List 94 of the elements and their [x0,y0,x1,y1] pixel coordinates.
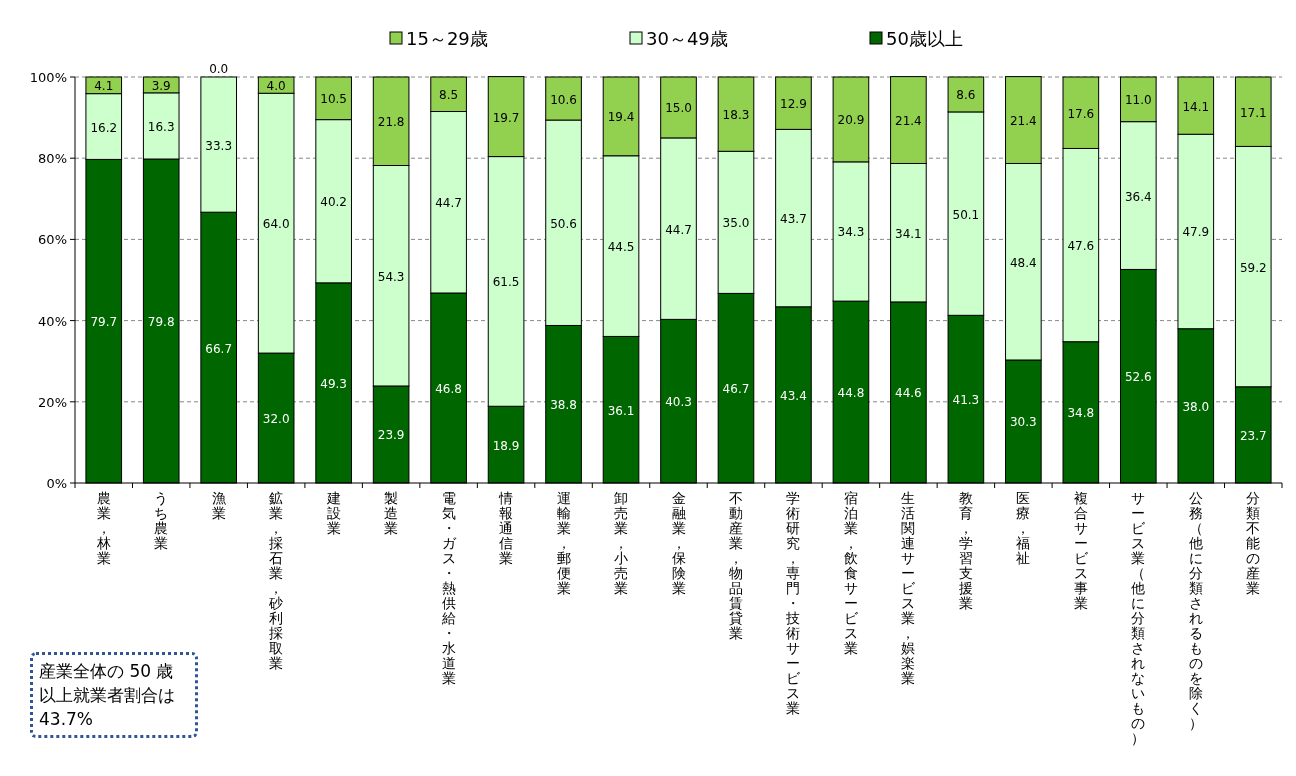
y-tick-label: 20% [38,394,67,410]
data-label: 18.9 [492,438,520,453]
data-label: 79.7 [90,315,118,330]
category-label: 不動産業，物品賃貸業 [728,490,743,641]
data-label: 47.6 [1067,239,1095,254]
data-label: 21.4 [895,114,922,129]
data-label: 40.3 [665,395,692,410]
legend-label: 30～49歳 [646,28,728,49]
data-label: 66.7 [205,341,233,356]
data-label: 16.3 [147,119,175,134]
data-label: 49.3 [320,376,347,391]
x-tick-label: 漁業 [211,490,226,521]
data-label: 11.0 [1124,93,1152,108]
data-label: 52.6 [1124,370,1152,385]
data-label: 15.0 [665,101,692,116]
y-tick-label: 0% [46,476,67,491]
data-label: 20.9 [837,113,865,128]
x-tick-label: 運輸業，郵便業 [556,490,571,596]
data-label: 36.4 [1124,189,1152,204]
x-tick-label: 医療，福祉 [1016,490,1031,566]
data-label: 61.5 [492,275,520,290]
data-label: 43.7 [780,212,807,227]
data-label: 3.9 [151,78,171,93]
data-label: 48.4 [1010,255,1037,270]
text: 産業全体の 50 歳以上就業者割合は 43.7% [30,652,198,738]
data-label: 10.5 [320,92,347,107]
data-label: 21.8 [377,115,405,130]
data-label: 79.8 [147,315,175,330]
x-tick-label: 農業，林業 [95,490,111,566]
x-tick-label: 卸売業，小売業 [614,490,629,596]
legend-label: 15～29歳 [406,28,488,49]
category-label: サービス業（他に分類されないもの） [1131,490,1146,746]
data-label: 59.2 [1239,260,1267,275]
y-tick-label: 60% [38,232,67,248]
data-label: 34.3 [837,225,865,240]
category-label: 学術研究，専門・技術サービス業 [786,490,801,716]
data-label: 44.7 [665,222,692,237]
data-label: 23.7 [1239,428,1267,443]
data-label: 32.0 [262,412,290,427]
x-tick-label: 分類不能の産業 [1246,490,1261,596]
data-label: 35.0 [722,216,750,231]
x-tick-label: 製造業 [384,490,399,536]
data-label: 44.8 [837,386,865,401]
x-tick-label: うち農業 [154,490,169,551]
data-label: 44.5 [607,240,635,255]
data-label: 50.1 [952,207,980,222]
data-label: 12.9 [780,97,807,112]
data-label: 4.1 [94,79,114,94]
y-tick-label: 40% [38,313,67,329]
data-label: 17.1 [1239,105,1267,120]
x-tick-label: 建設業 [325,490,341,536]
data-label: 10.6 [550,92,577,107]
x-tick-label: 複合サービス事業 [1073,490,1089,611]
data-label: 40.2 [320,195,347,210]
data-label: 46.8 [435,382,462,396]
x-tick-label: 金融業，保険業 [671,490,686,596]
data-label: 41.3 [952,393,980,408]
category-label: 生活関連サービス業，娯楽業 [901,490,916,686]
x-tick-label: 情報通信業 [498,490,514,566]
data-label: 8.6 [956,88,976,103]
data-label: 50.6 [550,216,577,231]
data-label: 16.2 [90,120,118,135]
data-label: 36.1 [607,403,635,418]
category-label: 電気・ガス・熱供給・水道業 [441,490,456,686]
legend-label: 50歳以上 [886,28,963,49]
data-label: 33.3 [205,138,233,153]
data-label: 14.1 [1182,99,1210,114]
y-tick-label: 80% [38,151,67,167]
data-label: 8.5 [439,88,459,103]
x-tick-label: 教育，学習支援業 [958,490,973,611]
data-label: 47.9 [1182,225,1210,240]
data-label: 44.7 [435,196,462,211]
data-label: 23.9 [377,428,405,443]
data-label: 18.3 [722,108,750,123]
category-label: 公務（他に分類されるものを除く） [1188,490,1203,731]
data-label: 34.8 [1067,406,1095,421]
data-label: 38.8 [550,398,577,413]
data-label: 43.4 [780,388,807,403]
data-label: 19.4 [607,110,635,125]
data-label: 19.7 [492,110,520,125]
data-label: 38.0 [1182,399,1210,414]
y-tick-label: 100% [29,70,67,85]
data-label: 4.0 [266,79,286,94]
data-label: 17.6 [1067,106,1095,121]
data-label: 30.3 [1010,415,1037,430]
data-label: 21.4 [1010,114,1037,129]
category-label: 宿泊業，飲食サービス業 [843,490,858,656]
category-label: 鉱業，採石業，砂利採取業 [269,490,284,671]
data-label: 64.0 [262,217,290,232]
data-label: 54.3 [377,269,405,284]
data-label: 46.7 [722,382,750,397]
data-label: 0.0 [209,62,229,76]
data-label: 44.6 [895,386,922,401]
data-label: 34.1 [895,226,922,241]
